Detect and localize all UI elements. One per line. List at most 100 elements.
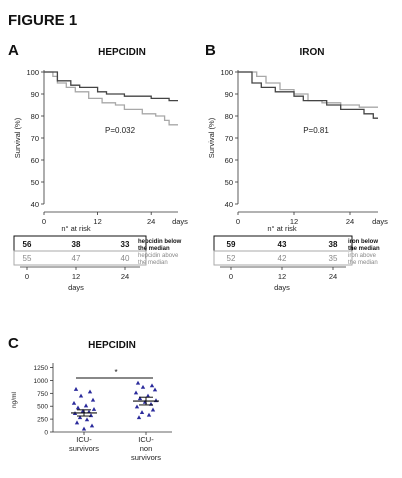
data-point [142, 399, 148, 404]
risk-axis-tick-label: 24 [121, 272, 129, 281]
y-tick-label: 60 [31, 156, 39, 165]
risk-count: 40 [121, 254, 130, 263]
x-axis-label: days [172, 217, 188, 226]
data-point [74, 420, 80, 425]
data-point [140, 384, 146, 389]
p-value-annotation: P=0.032 [105, 126, 136, 135]
risk-count: 35 [329, 254, 338, 263]
risk-caption: n° at risk [267, 224, 297, 233]
y-tick-label: 70 [31, 134, 39, 143]
survival-curve [238, 71, 378, 119]
risk-count: 38 [72, 240, 81, 249]
risk-row-label: iron above [348, 253, 377, 259]
risk-caption: n° at risk [61, 224, 91, 233]
risk-axis-tick-label: 12 [72, 272, 80, 281]
data-point [75, 405, 81, 410]
risk-row-label: the median [138, 260, 168, 266]
data-point [87, 389, 93, 394]
category-label: survivors [131, 453, 161, 462]
panel-b-title: IRON [300, 47, 325, 58]
y-tick-label: 500 [37, 404, 48, 411]
data-point [137, 396, 143, 401]
risk-count: 43 [278, 240, 287, 249]
y-tick-label: 70 [225, 134, 233, 143]
data-point [145, 393, 151, 398]
data-point [133, 390, 139, 395]
data-point [149, 383, 155, 388]
data-point [83, 403, 89, 408]
y-tick-label: 250 [37, 417, 48, 424]
risk-axis-tick-label: 24 [329, 272, 337, 281]
risk-axis-tick-label: 0 [229, 272, 233, 281]
y-tick-label: 80 [225, 112, 233, 121]
survival-curve [44, 71, 178, 126]
risk-count: 42 [278, 254, 287, 263]
risk-axis-tick-label: 0 [25, 272, 29, 281]
y-tick-label: 1250 [34, 365, 49, 372]
risk-row-label: the median [138, 246, 170, 252]
panel-c-scatter-plot: 025050075010001250ng/mlICU-survivorsICU-… [11, 363, 172, 462]
data-point [134, 404, 140, 409]
category-label: non [140, 444, 153, 453]
y-tick-label: 0 [44, 430, 48, 437]
data-point [73, 386, 79, 391]
data-point [139, 410, 145, 415]
y-tick-label: 90 [31, 90, 39, 99]
data-point [78, 393, 84, 398]
data-point [150, 407, 156, 412]
x-tick-label: 12 [290, 217, 298, 226]
y-axis-label: Survival (%) [13, 117, 22, 158]
data-point [81, 426, 87, 431]
y-tick-label: 50 [225, 178, 233, 187]
risk-count: 38 [329, 240, 338, 249]
y-tick-label: 100 [220, 68, 233, 77]
risk-count: 33 [121, 240, 130, 249]
risk-count: 59 [227, 240, 236, 249]
x-tick-label: 0 [236, 217, 240, 226]
risk-count: 55 [23, 254, 32, 263]
risk-row-frame [13, 250, 147, 266]
risk-row-label: the median [348, 246, 380, 252]
survival-curve [238, 71, 378, 108]
panel-c-title: HEPCIDIN [88, 340, 136, 351]
p-value-annotation: P=0.81 [303, 126, 329, 135]
data-point [152, 387, 158, 392]
survival-curve [44, 71, 178, 102]
x-tick-label: 12 [93, 217, 101, 226]
panel-a-letter: A [8, 42, 19, 59]
risk-axis-label: days [68, 283, 84, 292]
y-tick-label: 60 [225, 156, 233, 165]
data-point [89, 423, 95, 428]
x-axis-label: days [372, 217, 388, 226]
risk-axis-label: days [274, 283, 290, 292]
data-point [90, 397, 96, 402]
y-tick-label: 40 [225, 200, 233, 209]
risk-count: 52 [227, 254, 236, 263]
significance-marker: * [114, 368, 117, 377]
y-tick-label: 1000 [34, 378, 49, 385]
risk-row-frame [213, 250, 353, 266]
y-tick-label: 100 [26, 68, 39, 77]
y-tick-label: 50 [31, 178, 39, 187]
y-tick-label: 90 [225, 90, 233, 99]
x-tick-label: 24 [346, 217, 354, 226]
y-axis-label: ng/ml [11, 392, 18, 408]
x-tick-label: 24 [147, 217, 155, 226]
panel-a-title: HEPCIDIN [98, 47, 146, 58]
category-label: ICU- [76, 435, 92, 444]
risk-row-label: iron below [348, 239, 378, 245]
y-axis-label: Survival (%) [207, 117, 216, 158]
data-point [77, 415, 83, 420]
panel-b-survival-plot: 40 50 60 70 80 90 100 0 12 24 days Survival (%) P=0.… [207, 68, 388, 226]
data-point [135, 380, 141, 385]
data-point [71, 400, 77, 405]
data-point [84, 417, 90, 422]
panel-b-letter: B [205, 42, 216, 59]
data-point [80, 408, 86, 413]
risk-count: 56 [23, 240, 32, 249]
category-label: ICU- [138, 435, 154, 444]
risk-row-label: hepcidin below [138, 239, 182, 245]
